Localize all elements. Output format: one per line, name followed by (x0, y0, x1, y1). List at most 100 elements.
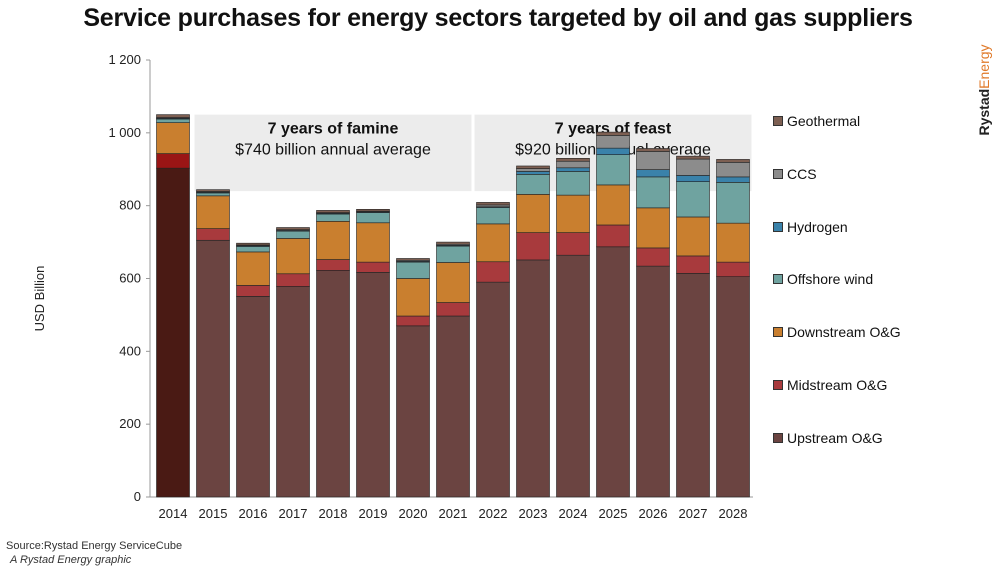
bar-geothermal-2023 (516, 165, 550, 169)
legend-swatch (773, 116, 783, 126)
credit-note: A Rystad Energy graphic (10, 554, 132, 566)
x-tick-label: 2015 (199, 506, 228, 521)
y-tick-label: 800 (119, 198, 141, 213)
x-tick-label: 2017 (279, 506, 308, 521)
bar-downstream-2019 (356, 222, 390, 263)
bar-geothermal-2019 (356, 209, 390, 212)
x-tick-label: 2016 (239, 506, 268, 521)
bar-geothermal-2020 (396, 258, 430, 261)
legend-label: Geothermal (787, 113, 861, 129)
bar-midstream-2014 (156, 153, 190, 169)
bar-offshore_wind-2014 (156, 118, 190, 123)
bar-hydrogen-2028 (716, 176, 750, 183)
bar-midstream-2025 (596, 224, 630, 248)
bar-offshore_wind-2024 (556, 171, 590, 196)
x-tick-label: 2025 (599, 506, 628, 521)
bar-midstream-2024 (556, 232, 590, 256)
x-tick-label: 2023 (519, 506, 548, 521)
y-axis-label: USD Billion (32, 266, 47, 332)
bar-geothermal-2018 (316, 210, 350, 213)
x-tick-label: 2019 (359, 506, 388, 521)
x-tick-label: 2028 (719, 506, 748, 521)
bar-upstream-2027 (676, 273, 710, 498)
bar-geothermal-2026 (636, 148, 670, 152)
x-tick-label: 2014 (159, 506, 188, 521)
bar-hydrogen-2024 (556, 167, 590, 172)
bar-offshore_wind-2028 (716, 182, 750, 224)
bar-downstream-2015 (196, 195, 230, 229)
bar-geothermal-2021 (436, 241, 470, 245)
bar-offshore_wind-2021 (436, 245, 470, 263)
bar-upstream-2024 (556, 254, 590, 498)
bar-offshore_wind-2018 (316, 213, 350, 222)
bar-geothermal-2028 (716, 159, 750, 163)
bar-ccs-2023 (516, 168, 550, 172)
bar-offshore_wind-2017 (276, 230, 310, 239)
bar-downstream-2014 (156, 122, 190, 154)
legend-label: Hydrogen (787, 218, 848, 235)
legend-swatch (773, 221, 783, 232)
bar-geothermal-2014 (156, 114, 190, 118)
legend-item-downstream: Downstream O&G (773, 323, 901, 341)
bar-offshore_wind-2022 (476, 207, 510, 225)
bar-downstream-2022 (476, 223, 510, 263)
bar-upstream-2023 (516, 259, 550, 498)
bar-ccs-2024 (556, 160, 590, 169)
bar-offshore_wind-2025 (596, 154, 630, 186)
bar-ccs-2025 (596, 135, 630, 149)
x-tick-label: 2026 (639, 506, 668, 521)
annotation-subtitle-1: $740 billion annual average (235, 142, 431, 159)
bar-hydrogen-2025 (596, 147, 630, 155)
bar-midstream-2019 (356, 261, 390, 273)
bar-offshore_wind-2023 (516, 174, 550, 195)
bar-upstream-2018 (316, 270, 350, 498)
bar-downstream-2021 (436, 262, 470, 303)
bar-downstream-2023 (516, 194, 550, 233)
bar-downstream-2025 (596, 184, 630, 226)
bar-offshore_wind-2019 (356, 212, 390, 224)
rystad-logo: RystadEnergy (972, 40, 996, 140)
logo-part-1: Rystad (976, 88, 992, 136)
bar-offshore_wind-2027 (676, 181, 710, 218)
x-tick-label: 2027 (679, 506, 708, 521)
legend-item-midstream: Midstream O&G (773, 376, 887, 394)
chart-title: Service purchases for energy sectors tar… (83, 4, 913, 32)
x-tick-label: 2021 (439, 506, 468, 521)
bar-geothermal-2017 (276, 227, 310, 231)
logo-part-2: Energy (976, 44, 992, 89)
bar-hydrogen-2026 (636, 169, 670, 178)
legend-item-geothermal: Geothermal (773, 112, 860, 130)
bar-downstream-2016 (236, 251, 270, 286)
legend-item-hydrogen: Hydrogen (773, 218, 848, 236)
x-tick-label: 2020 (399, 506, 428, 521)
legend-item-ccs: CCS (773, 165, 817, 183)
bar-midstream-2021 (436, 302, 470, 317)
legend-label: CCS (787, 165, 817, 182)
bar-offshore_wind-2015 (196, 192, 230, 197)
bar-midstream-2020 (396, 315, 430, 327)
legend-item-upstream: Upstream O&G (773, 429, 883, 447)
bar-upstream-2014 (156, 167, 190, 498)
bar-downstream-2018 (316, 221, 350, 260)
bar-downstream-2028 (716, 222, 750, 263)
y-tick-label: 400 (119, 343, 141, 358)
bar-ccs-2026 (636, 151, 670, 170)
bar-upstream-2015 (196, 239, 230, 498)
bar-upstream-2026 (636, 265, 670, 498)
y-tick-label: 1 200 (108, 52, 141, 67)
bar-midstream-2022 (476, 261, 510, 283)
bar-geothermal-2022 (476, 202, 510, 206)
bar-downstream-2024 (556, 194, 590, 233)
bar-downstream-2017 (276, 238, 310, 275)
legend-label: Offshore wind (787, 271, 874, 288)
footer: Source:Rystad Energy ServiceCube A Rysta… (6, 539, 182, 567)
bar-geothermal-2016 (236, 242, 270, 246)
y-tick-label: 0 (134, 489, 141, 504)
bar-hydrogen-2023 (516, 171, 550, 175)
bar-downstream-2027 (676, 216, 710, 257)
bar-midstream-2015 (196, 228, 230, 241)
annotation-title-1: 7 years of famine (268, 121, 399, 138)
bar-offshore_wind-2020 (396, 261, 430, 279)
annotation-title-2: 7 years of feast (555, 121, 672, 138)
